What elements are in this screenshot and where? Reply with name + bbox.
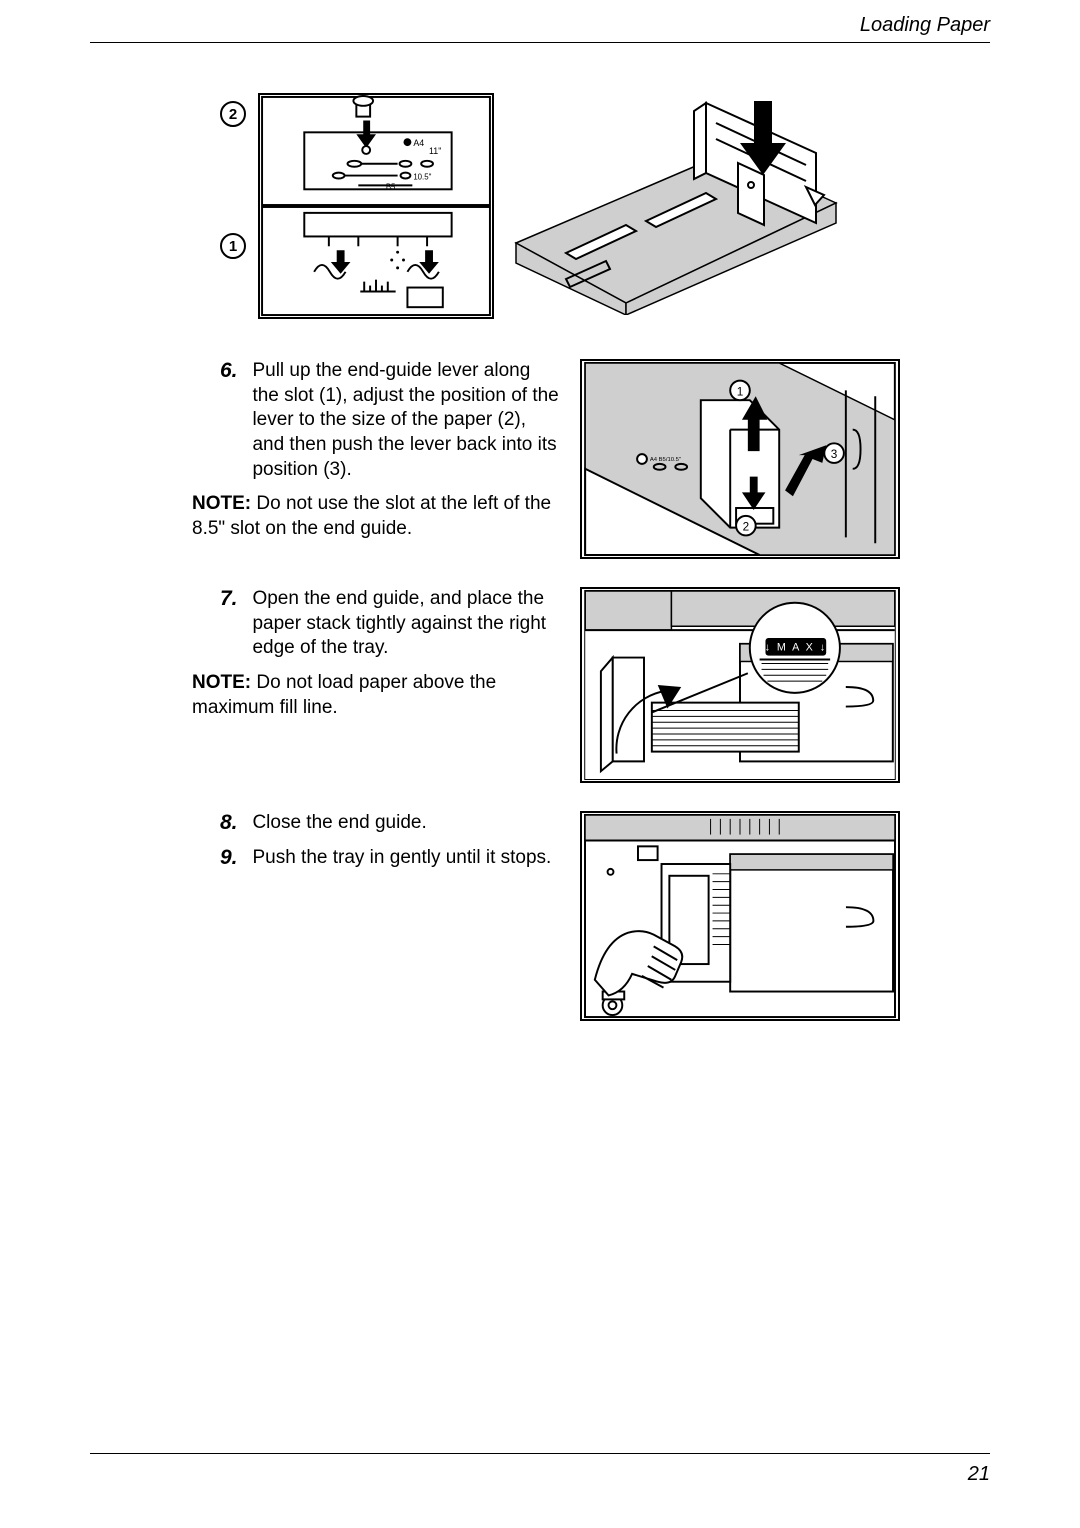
note-6-label: NOTE: — [192, 493, 251, 514]
step-8-number: 8. — [220, 811, 248, 835]
running-header: Loading Paper — [860, 14, 990, 37]
label-b5: B5 — [386, 182, 396, 191]
step-6-number: 6. — [220, 359, 248, 383]
step7-text-col: 7. Open the end guide, and place the pap… — [220, 587, 562, 728]
top-right-figure — [506, 93, 846, 315]
label-10-5: 10.5" — [413, 172, 431, 181]
circled-2-icon: 2 — [220, 101, 246, 127]
step7-figure: ↓ M A X ↓ — [580, 587, 900, 783]
fig6-circ3: 3 — [831, 448, 838, 461]
step89-figure — [580, 811, 900, 1021]
step6-text-col: 6. Pull up the end-guide lever along the… — [220, 359, 562, 550]
step89-text-col: 8. Close the end guide. 9. Push the tray… — [220, 811, 562, 880]
note-7-label: NOTE: — [192, 672, 251, 693]
step6-figure: 1 2 3 A4 B5/10.5" — [580, 359, 900, 559]
max-label: ↓ M A X ↓ — [765, 642, 828, 654]
step89-row: 8. Close the end guide. 9. Push the tray… — [220, 811, 900, 1021]
step-6-body: Pull up the end-guide lever along the sl… — [252, 359, 560, 482]
fig6-tiny-label: A4 B5/10.5" — [650, 457, 681, 463]
top-left-figure: A4 11" 10.5" B5 — [258, 93, 494, 319]
page: Loading Paper 2 1 — [0, 0, 1080, 1528]
step-7: 7. Open the end guide, and place the pap… — [220, 587, 562, 661]
circled-1-icon: 1 — [220, 233, 246, 259]
step6-row: 6. Pull up the end-guide lever along the… — [220, 359, 900, 559]
fig6-circ1: 1 — [737, 385, 744, 398]
step-7-body: Open the end guide, and place the paper … — [252, 587, 560, 661]
step-9: 9. Push the tray in gently until it stop… — [220, 846, 562, 871]
step-8-body: Close the end guide. — [252, 811, 560, 836]
step-7-number: 7. — [220, 587, 248, 611]
step-9-body: Push the tray in gently until it stops. — [252, 846, 560, 871]
footer-rule — [90, 1453, 990, 1454]
header-rule — [90, 42, 990, 43]
fig6-circ2: 2 — [743, 521, 750, 534]
top-diagram-row: 2 1 A4 11" — [220, 93, 900, 319]
step-8: 8. Close the end guide. — [220, 811, 562, 836]
note-6: NOTE: Do not use the slot at the left of… — [192, 492, 562, 541]
label-a4: A4 — [413, 138, 424, 148]
note-7: NOTE: Do not load paper above the maximu… — [192, 671, 562, 720]
page-number: 21 — [968, 1463, 990, 1486]
content-area: 2 1 A4 11" — [220, 93, 900, 1021]
step-9-number: 9. — [220, 846, 248, 870]
top-left-circled-numbers: 2 1 — [220, 101, 246, 259]
label-11: 11" — [429, 146, 441, 156]
step-6: 6. Pull up the end-guide lever along the… — [220, 359, 562, 482]
step7-row: 7. Open the end guide, and place the pap… — [220, 587, 900, 783]
